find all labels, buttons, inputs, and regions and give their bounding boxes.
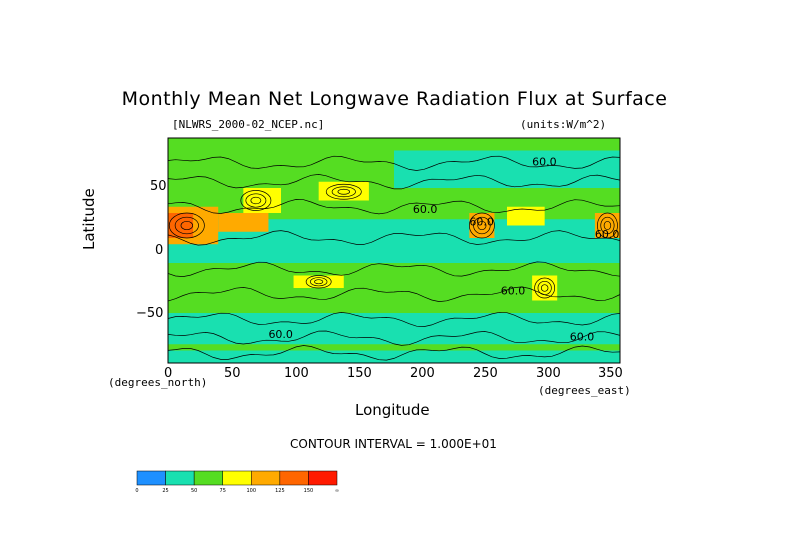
contour-loop [325,183,362,200]
contour-loop [534,277,556,299]
heatmap-region [168,313,620,345]
contour-loop [603,220,612,231]
x-tick-label: 200 [410,366,435,381]
contour-loop [540,284,549,292]
x-tick-label: 100 [284,366,309,381]
colorbar-label: ∞ [335,488,339,494]
contour-label: 60.0 [469,216,494,229]
colorbar-swatch [279,470,309,486]
contour-lines [167,155,621,361]
contour-label: 60.0 [268,328,293,341]
contour-loop [337,188,350,195]
heatmap-region [293,275,344,288]
heatmap-region [168,350,620,363]
contour-loop [250,196,262,205]
colorbar-label: 0 [135,488,138,494]
contour-loop [600,216,615,235]
contour-loop [468,212,495,239]
x-axis-label: Longitude [355,401,430,419]
colorbar-swatch [308,470,338,486]
heatmap-area [168,138,620,363]
contour-interval-label: CONTOUR INTERVAL = 1.000E+01 [290,437,497,451]
y-tick-label: −50 [136,306,164,321]
heatmap-region [532,275,558,301]
contour-labels: 60.0 60.0 60.0 60.0 60.0 60.0 60.0 [268,156,619,344]
contour-loop [168,212,205,239]
x-tick-label: 50 [224,366,241,381]
contour-label: 60.0 [413,203,438,216]
contour-loop [473,216,491,235]
contour-line [167,199,621,215]
heatmap-region [507,206,545,226]
contour-label: 60.0 [532,156,557,169]
colorbar-swatch [222,470,252,486]
colorbar-swatch [136,470,166,486]
colorbar-label: 25 [162,488,168,494]
x-units-label: (degrees_east) [538,384,631,397]
contour-loop [305,275,332,289]
contour-loop [180,220,194,231]
y-tick-label: 0 [155,243,164,258]
contour-line [167,174,621,190]
contour-line [167,311,621,327]
x-tick-label: 0 [164,366,173,381]
contour-loop [331,186,356,198]
y-tick-label: 50 [150,179,167,194]
contour-loop [537,280,552,296]
colorbar-swatch [165,470,195,486]
contour-line [167,261,621,277]
contour-label: 60.0 [570,331,595,344]
colorbar: 0 25 50 75 100 125 150 ∞ [135,470,339,494]
y-axis-label: Latitude [80,188,98,250]
heatmap-region [394,150,620,188]
contour-loop [309,277,328,287]
contour-loop [240,190,272,211]
x-tick-label: 150 [347,366,372,381]
contour-loop [314,279,324,285]
colorbar-label: 150 [304,488,314,494]
contour-loop [477,220,487,231]
y-units-label: (degrees_north) [108,376,208,389]
contour-label: 60.0 [595,228,620,241]
colorbar-label: 50 [191,488,197,494]
x-tick-label: 250 [473,366,498,381]
contour-loop [597,212,618,239]
contour-loop [245,193,267,208]
colorbar-label: 125 [275,488,285,494]
x-tick-label: 350 [598,366,623,381]
heatmap-region [168,213,194,238]
chart-title: Monthly Mean Net Longwave Radiation Flux… [121,88,668,110]
colorbar-label: 75 [220,488,226,494]
colorbar-swatch [193,470,223,486]
contour-line [167,330,621,346]
contour-line [167,230,621,246]
contour-line [167,345,621,361]
colorbar-swatch [251,470,281,486]
file-label: [NLWRS_2000-02_NCEP.nc] [172,118,325,131]
contour-label: 60.0 [501,284,526,297]
units-label: (units:W/m^2) [520,118,607,131]
contour-line [167,155,621,171]
heatmap-region [218,213,269,232]
plot-frame [167,137,621,364]
colorbar-label: 100 [247,488,257,494]
contour-loop [174,216,199,235]
x-tick-label: 300 [536,366,561,381]
